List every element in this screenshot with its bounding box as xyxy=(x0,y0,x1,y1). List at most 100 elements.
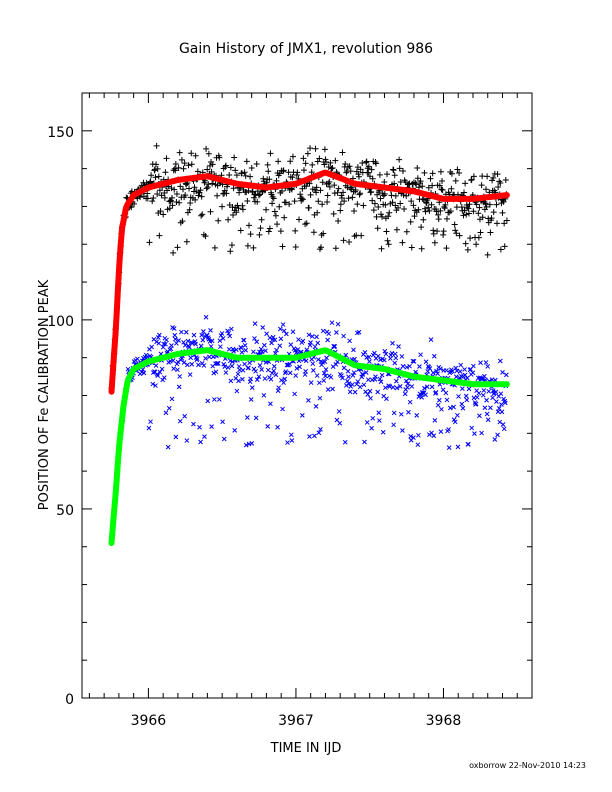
data-point xyxy=(226,346,232,352)
data-point xyxy=(294,366,300,371)
data-point xyxy=(434,368,439,374)
data-point xyxy=(439,177,446,184)
data-point xyxy=(173,191,180,198)
data-point xyxy=(148,172,155,179)
data-point xyxy=(181,339,186,345)
data-point xyxy=(310,361,316,367)
data-point xyxy=(228,378,234,384)
data-point xyxy=(367,388,373,394)
data-point xyxy=(429,182,436,189)
data-point xyxy=(314,334,319,340)
data-point xyxy=(236,189,243,196)
data-point xyxy=(392,192,399,199)
data-point xyxy=(228,242,235,249)
data-point xyxy=(496,178,503,185)
x-tick-label: 3967 xyxy=(278,713,314,729)
data-point xyxy=(274,347,279,353)
data-point xyxy=(244,242,251,249)
data-point xyxy=(400,192,407,199)
data-point xyxy=(317,395,323,401)
data-point xyxy=(253,160,260,167)
data-point xyxy=(322,158,329,165)
data-point xyxy=(349,194,356,201)
data-point xyxy=(455,444,461,450)
data-point xyxy=(361,382,367,388)
data-point xyxy=(339,149,346,156)
data-point xyxy=(144,195,151,202)
data-point xyxy=(438,429,444,434)
data-point xyxy=(381,357,387,363)
data-point xyxy=(183,329,189,335)
footer-credit: oxborrow 22-Nov-2010 14:23 xyxy=(469,761,586,770)
data-point xyxy=(243,158,250,165)
data-point xyxy=(314,158,321,165)
data-point xyxy=(268,376,274,382)
data-point xyxy=(347,168,354,175)
data-point xyxy=(476,204,483,211)
data-point xyxy=(439,406,444,412)
data-point xyxy=(357,384,363,390)
data-point xyxy=(495,184,502,190)
data-point xyxy=(341,365,347,371)
data-point xyxy=(418,224,425,231)
data-point xyxy=(242,361,247,367)
data-point xyxy=(406,409,411,415)
data-point xyxy=(205,150,212,157)
data-point xyxy=(203,355,208,361)
data-point xyxy=(178,329,184,335)
data-point xyxy=(253,415,259,421)
data-point xyxy=(169,396,175,402)
data-point xyxy=(448,170,455,177)
data-point xyxy=(316,155,323,162)
data-point xyxy=(342,160,349,167)
data-point xyxy=(180,165,187,172)
data-point xyxy=(181,360,187,365)
data-point xyxy=(284,362,290,368)
data-point xyxy=(383,228,390,235)
data-point xyxy=(218,344,223,350)
data-point xyxy=(441,205,448,212)
data-point xyxy=(152,174,159,181)
data-point xyxy=(436,397,442,403)
data-point xyxy=(168,185,175,192)
data-point xyxy=(191,332,197,338)
data-point xyxy=(452,419,458,425)
data-point xyxy=(452,177,459,184)
data-point xyxy=(356,329,362,335)
data-point xyxy=(282,199,289,206)
data-point xyxy=(447,208,454,215)
data-point xyxy=(342,439,348,445)
data-point xyxy=(172,332,178,338)
data-point xyxy=(233,347,239,353)
data-point xyxy=(394,378,399,384)
data-point xyxy=(279,243,286,250)
data-point xyxy=(176,199,183,206)
data-point xyxy=(313,184,320,191)
data-point xyxy=(289,438,295,443)
data-point xyxy=(332,245,339,252)
data-point xyxy=(432,418,438,423)
data-point xyxy=(376,171,383,178)
data-point xyxy=(211,370,217,376)
data-point xyxy=(458,362,464,368)
data-point xyxy=(250,244,257,251)
data-point xyxy=(368,166,375,173)
data-point xyxy=(243,347,249,353)
data-point xyxy=(418,352,423,358)
data-point xyxy=(335,185,342,192)
data-point xyxy=(227,333,233,339)
data-point xyxy=(326,183,333,190)
data-point xyxy=(407,399,413,405)
data-point xyxy=(285,440,290,445)
data-point xyxy=(283,369,289,374)
data-point xyxy=(399,354,405,359)
data-point xyxy=(384,237,391,244)
data-point xyxy=(171,366,177,371)
data-point xyxy=(447,405,453,411)
data-point xyxy=(352,389,358,395)
data-point xyxy=(222,364,228,370)
data-point xyxy=(281,328,287,334)
data-point xyxy=(257,363,263,368)
data-point xyxy=(222,163,229,170)
data-point xyxy=(417,364,422,369)
